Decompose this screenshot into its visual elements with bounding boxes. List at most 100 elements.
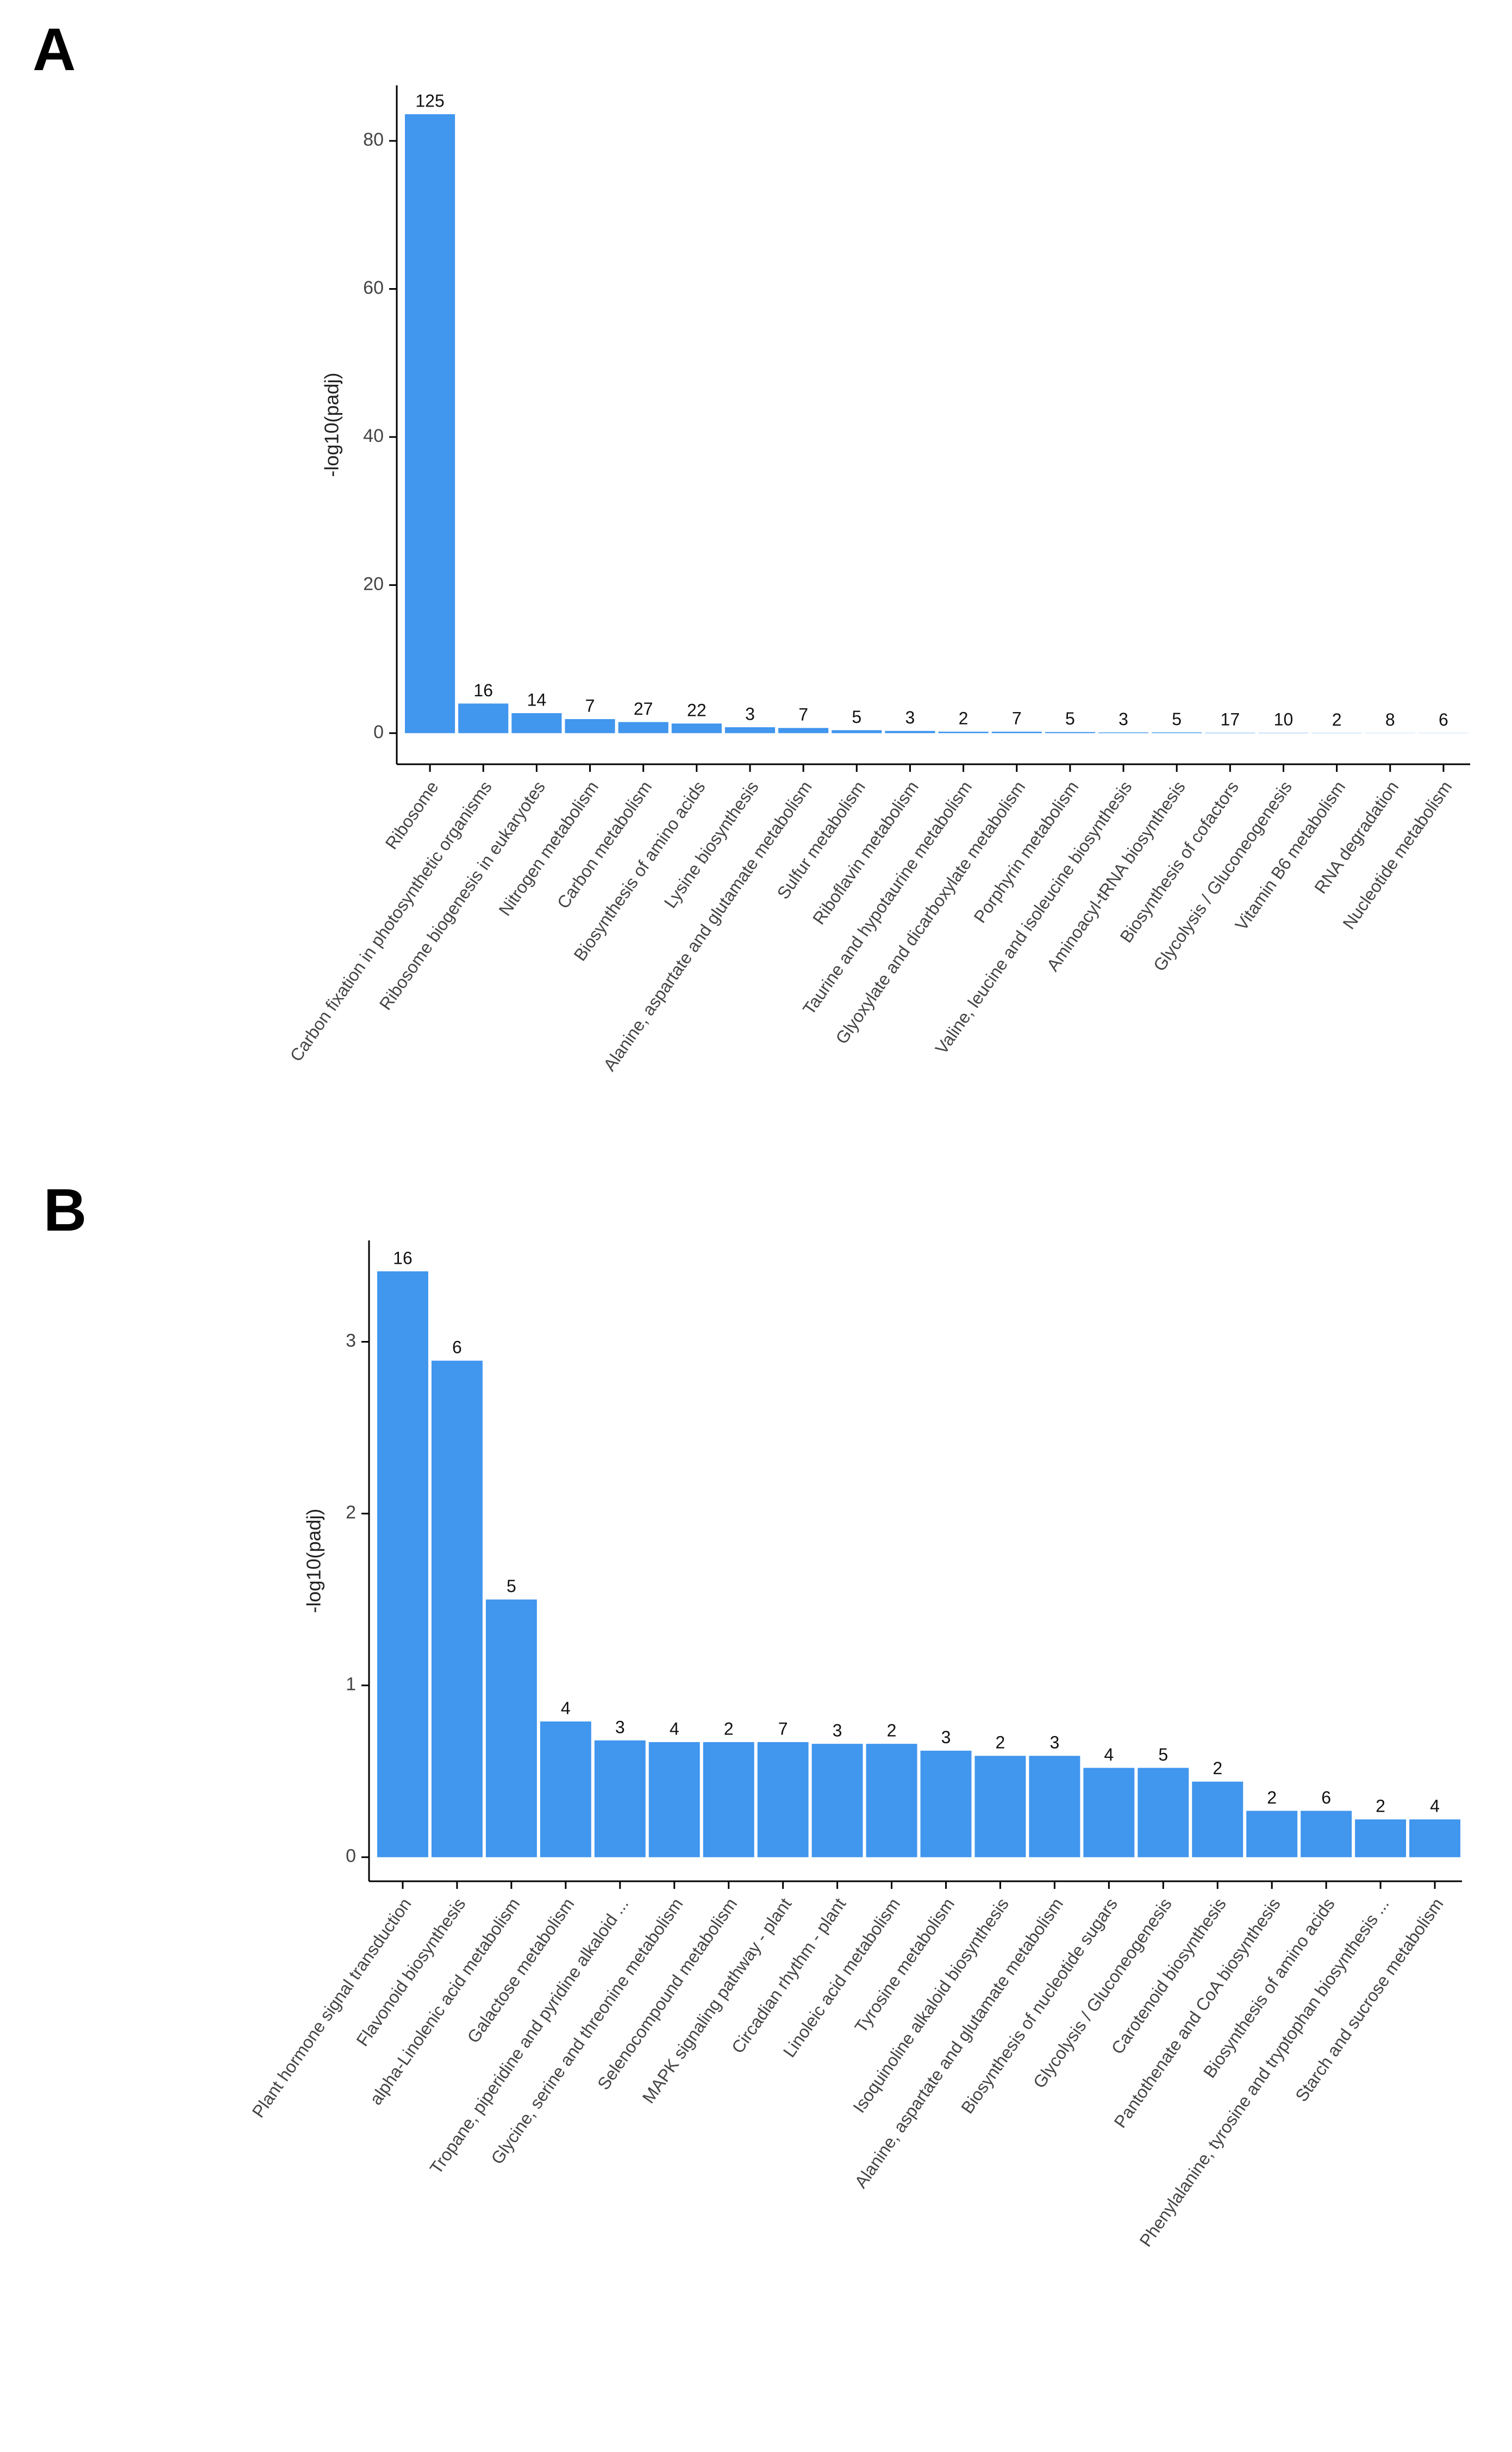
count-label: 27 (634, 699, 653, 719)
count-label: 6 (452, 1338, 462, 1357)
count-label: 2 (1213, 1758, 1222, 1778)
x-tick-label: Galactose metabolism (463, 1894, 578, 2047)
bar (1138, 1768, 1189, 1857)
bar (1152, 732, 1202, 733)
x-tick-label: Porphyrin metabolism (970, 777, 1083, 926)
count-label: 5 (1065, 709, 1075, 728)
y-tick-label: 60 (363, 278, 384, 298)
y-tick-label: 40 (363, 426, 384, 446)
count-label: 5 (852, 707, 861, 727)
bar (724, 727, 776, 733)
count-label: 5 (1172, 709, 1182, 729)
count-label: 17 (1221, 710, 1240, 729)
bar (405, 114, 455, 733)
count-label: 7 (798, 705, 808, 725)
count-label: 5 (1158, 1745, 1168, 1764)
x-tick-label: Flavonoid biosynthesis (352, 1894, 469, 2050)
x-tick-label: Carbon metabolism (553, 777, 656, 912)
count-label: 6 (1321, 1788, 1331, 1807)
bar (991, 732, 1042, 733)
count-label: 4 (670, 1719, 679, 1738)
count-label: 2 (887, 1721, 897, 1740)
count-label: 2 (1376, 1796, 1385, 1816)
bar (594, 1740, 646, 1857)
y-axis-label: -log10(padj) (321, 372, 343, 477)
y-tick-label: 2 (346, 1502, 356, 1523)
bar (1409, 1819, 1460, 1857)
bar (1045, 732, 1095, 733)
count-label: 6 (1439, 710, 1448, 729)
bar (565, 719, 615, 733)
count-label: 3 (833, 1721, 842, 1740)
bar (938, 732, 989, 733)
bar (618, 722, 668, 733)
bar (431, 1361, 483, 1857)
count-label: 7 (1012, 709, 1022, 728)
bar (920, 1750, 972, 1857)
x-tick-label: Tyrosine metabolism (851, 1894, 958, 2036)
count-label: 4 (1430, 1796, 1440, 1816)
bar (832, 730, 882, 733)
count-label: 3 (905, 708, 915, 727)
count-label: 5 (507, 1576, 516, 1596)
bar (1246, 1811, 1298, 1857)
count-label: 3 (615, 1717, 625, 1737)
x-tick-label: Glycine, serine and threonine metabolism (487, 1894, 686, 2168)
count-label: 8 (1385, 710, 1395, 729)
bar (885, 731, 935, 733)
count-label: 16 (473, 681, 493, 700)
count-label: 7 (585, 696, 595, 715)
x-tick-label: Phenylalanine, tyrosine and tryptophan b… (1135, 1894, 1392, 2250)
y-tick-label: 3 (346, 1330, 356, 1351)
count-label: 3 (1119, 709, 1128, 729)
count-label: 16 (393, 1248, 413, 1268)
bar (703, 1742, 754, 1857)
bar (1355, 1819, 1407, 1857)
bar (778, 728, 829, 733)
bar (811, 1744, 863, 1857)
y-tick-label: 20 (363, 573, 384, 594)
bar (485, 1599, 537, 1857)
count-label: 3 (941, 1727, 951, 1747)
bar (866, 1744, 917, 1857)
bar (1098, 732, 1149, 733)
count-label: 14 (527, 690, 547, 709)
count-label: 4 (561, 1698, 571, 1718)
count-label: 7 (778, 1719, 788, 1738)
count-label: 2 (724, 1719, 734, 1738)
x-tick-label: Ribosome (382, 777, 442, 853)
count-label: 2 (1267, 1788, 1277, 1807)
y-tick-label: 0 (373, 722, 384, 743)
y-tick-label: 1 (346, 1674, 356, 1695)
x-tick-label: Tropane, piperidine and pyridine alkaloi… (426, 1894, 633, 2178)
count-label: 125 (415, 91, 444, 111)
bar (511, 713, 562, 733)
bar (974, 1756, 1026, 1857)
x-tick-label: Valine, leucine and isoleucine biosynthe… (932, 777, 1136, 1058)
y-axis-label: -log10(padj) (303, 1508, 325, 1613)
x-tick-label: Nitrogen metabolism (495, 777, 602, 919)
count-label: 2 (959, 709, 969, 728)
count-label: 2 (1332, 710, 1342, 729)
bar (540, 1721, 591, 1857)
x-tick-label: Riboflavin metabolism (809, 777, 922, 928)
x-tick-label: Lysine biosynthesis (660, 777, 763, 912)
bar (671, 723, 722, 733)
x-tick-label: Nucleotide metabolism (1339, 777, 1455, 933)
count-label: 10 (1274, 710, 1294, 729)
bar (648, 1742, 700, 1857)
y-tick-label: 0 (346, 1846, 356, 1867)
count-label: 3 (745, 704, 755, 723)
bar (458, 703, 509, 733)
count-label: 2 (996, 1733, 1005, 1752)
bar (757, 1742, 809, 1857)
panel-label: B (43, 1177, 86, 1244)
x-tick-label: Alanine, aspartate and glutamate metabol… (851, 1894, 1067, 2192)
count-label: 22 (687, 701, 707, 720)
bar (1029, 1756, 1080, 1857)
x-tick-label: Carbon fixation in photosynthetic organi… (286, 777, 496, 1065)
bar (377, 1271, 428, 1857)
bar (1301, 1811, 1352, 1857)
